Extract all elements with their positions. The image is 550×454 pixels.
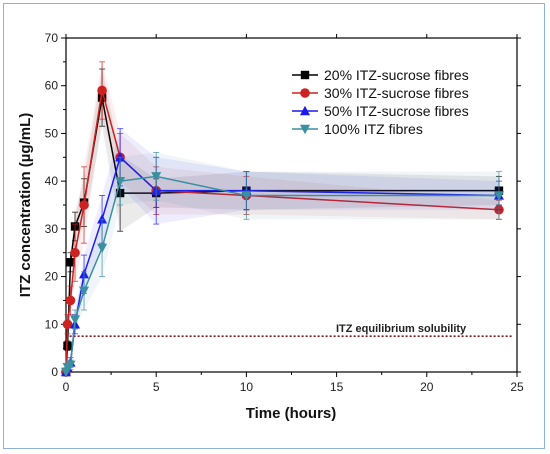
series-1-point-5 bbox=[97, 85, 107, 96]
legend-marker-3 bbox=[300, 124, 310, 135]
y-tick-label-5: 50 bbox=[45, 126, 59, 140]
series-1-point-2 bbox=[65, 295, 76, 306]
series-3-point-5 bbox=[97, 243, 108, 254]
legend-marker-1 bbox=[300, 88, 310, 98]
x-tick-label-3: 15 bbox=[330, 380, 344, 394]
legend-label-2: 50% ITZ-sucrose fibres bbox=[324, 103, 469, 119]
y-tick-label-4: 40 bbox=[45, 174, 59, 188]
y-tick-label-2: 20 bbox=[45, 270, 59, 284]
series-1-point-1 bbox=[62, 319, 73, 330]
x-tick-label-4: 20 bbox=[420, 380, 434, 394]
y-tick-label-0: 0 bbox=[51, 365, 58, 379]
series-3-point-8 bbox=[241, 191, 252, 201]
legend: 20% ITZ-sucrose fibres 30% ITZ-sucrose fi… bbox=[292, 67, 469, 137]
series-2-point-6 bbox=[115, 152, 126, 162]
legend-label-0: 20% ITZ-sucrose fibres bbox=[324, 67, 469, 83]
series-2-point-5 bbox=[97, 214, 108, 224]
series-1-band bbox=[66, 61, 499, 372]
x-tick-label-0: 0 bbox=[63, 380, 70, 394]
legend-label-3: 100% ITZ fibres bbox=[324, 121, 423, 137]
x-axis-title: Time (hours) bbox=[246, 405, 337, 422]
legend-marker-2 bbox=[300, 105, 310, 116]
x-tick-label-1: 5 bbox=[153, 380, 160, 394]
series-3-point-6 bbox=[115, 176, 126, 187]
series-3-band bbox=[66, 152, 499, 372]
series-1-point-4 bbox=[79, 200, 89, 210]
series-1-line bbox=[65, 90, 500, 373]
x-tick-label-2: 10 bbox=[240, 380, 254, 394]
legend-label-1: 30% ITZ-sucrose fibres bbox=[324, 85, 469, 101]
x-tick-label-5: 25 bbox=[510, 380, 524, 394]
series-3 bbox=[61, 152, 504, 378]
series-1-point-3 bbox=[70, 247, 80, 258]
legend-marker-0 bbox=[300, 70, 310, 80]
series-3-point-3 bbox=[70, 315, 81, 325]
plot-area: 0 5 10 15 20 25 0 10 20 30 40 50 60 70 ITZ equilibrium… bbox=[45, 31, 524, 394]
equilibrium-solubility-label: ITZ equilibrium solubility bbox=[336, 323, 467, 335]
y-axis-title: ITZ concentration (µg/mL) bbox=[17, 113, 34, 297]
series-2-band bbox=[66, 128, 499, 372]
figure-frame bbox=[3, 3, 545, 449]
series-3-point-2 bbox=[65, 360, 76, 371]
series-0-point-2 bbox=[66, 258, 75, 267]
series-3-point-7 bbox=[151, 172, 162, 182]
y-tick-label-6: 60 bbox=[45, 79, 59, 93]
series-3-point-4 bbox=[79, 286, 90, 297]
y-tick-label-7: 70 bbox=[45, 31, 59, 45]
y-tick-label-3: 30 bbox=[45, 222, 59, 236]
y-tick-label-1: 10 bbox=[45, 317, 59, 331]
series-3-point-9 bbox=[493, 191, 504, 201]
